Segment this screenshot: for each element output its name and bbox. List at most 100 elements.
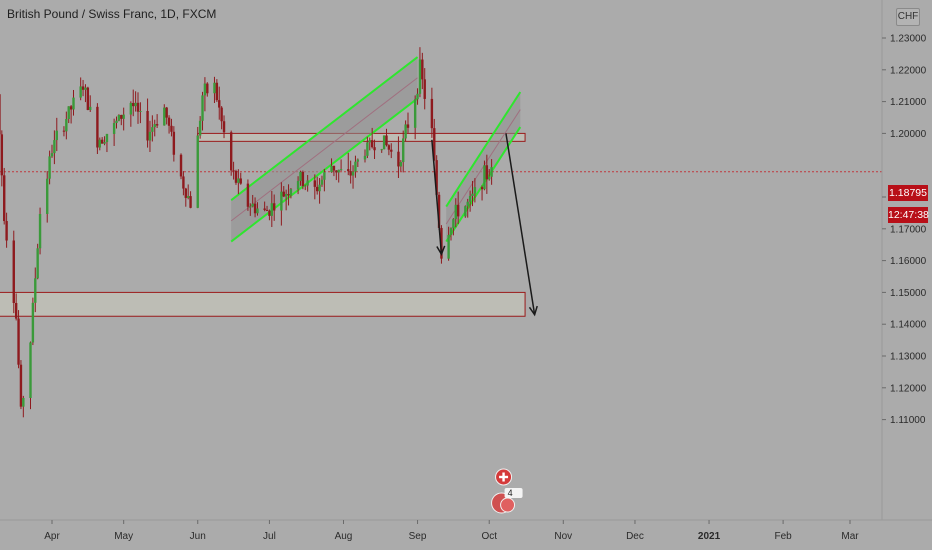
candle xyxy=(89,95,92,112)
candle-body xyxy=(151,127,154,132)
candle xyxy=(270,191,274,228)
candle xyxy=(34,267,37,313)
candle xyxy=(186,184,190,200)
candle xyxy=(287,184,290,206)
candle xyxy=(29,341,32,410)
candle-body xyxy=(337,169,340,173)
candle xyxy=(105,133,109,153)
candle-body xyxy=(165,107,168,118)
candle xyxy=(370,127,374,149)
candle xyxy=(253,197,257,218)
candle xyxy=(347,152,350,176)
candle-body xyxy=(370,140,374,148)
candle xyxy=(184,187,187,207)
candle xyxy=(368,137,371,151)
candle xyxy=(456,191,460,225)
candle-body xyxy=(112,123,116,134)
candle xyxy=(454,198,457,228)
candle xyxy=(50,144,54,158)
arrow-head xyxy=(436,245,446,256)
candle-body xyxy=(363,155,367,160)
candle-body xyxy=(323,172,326,180)
candle xyxy=(301,170,305,190)
candle-body xyxy=(229,132,233,171)
candle-body xyxy=(332,165,336,171)
arrow-shaft xyxy=(505,133,536,315)
candle-body xyxy=(399,162,403,167)
candle xyxy=(139,102,142,124)
current-price-tag: 1.18795 xyxy=(888,185,928,201)
candle xyxy=(38,207,42,255)
candle-body xyxy=(253,203,257,214)
projection-arrow-1 xyxy=(431,139,446,256)
candle-body xyxy=(62,130,66,132)
candle xyxy=(167,115,171,134)
candle-body xyxy=(96,106,99,148)
candle xyxy=(399,160,403,172)
candle xyxy=(239,172,242,185)
candle xyxy=(96,103,99,155)
candle-body xyxy=(313,180,317,187)
candle-body xyxy=(387,145,391,150)
candle-body xyxy=(466,201,469,207)
candle xyxy=(265,205,269,211)
candle-body xyxy=(5,221,8,241)
candle-body xyxy=(22,397,25,407)
candle-body xyxy=(172,131,176,155)
channel-upper-line xyxy=(445,91,522,208)
candle-body xyxy=(485,165,489,180)
candle xyxy=(306,174,309,192)
candle xyxy=(280,182,283,226)
candle xyxy=(213,76,216,103)
candle xyxy=(206,82,209,97)
candle-body xyxy=(129,102,133,115)
candle xyxy=(337,169,340,183)
candle-body xyxy=(215,82,219,101)
candle-body xyxy=(163,107,166,126)
candle xyxy=(86,86,90,111)
y-tick-label: 1.20000 xyxy=(890,129,927,140)
candle-body xyxy=(421,59,424,80)
candle xyxy=(182,171,185,196)
currency-button[interactable]: CHF xyxy=(896,8,920,26)
candle xyxy=(468,190,472,212)
candle-body xyxy=(100,139,104,144)
candle-body xyxy=(356,159,360,162)
candle xyxy=(203,77,207,112)
candle xyxy=(351,165,355,189)
candle-body xyxy=(179,154,183,177)
candle xyxy=(304,184,307,191)
candle xyxy=(100,137,104,144)
candle xyxy=(251,194,254,208)
candle xyxy=(249,203,252,216)
candle xyxy=(3,167,6,225)
candle-body xyxy=(72,97,75,110)
candle-body xyxy=(380,149,383,151)
x-tick-label: Nov xyxy=(554,531,572,542)
y-tick-label: 1.22000 xyxy=(890,65,927,76)
candle-body xyxy=(296,180,300,190)
candle-body xyxy=(19,364,23,407)
candle-body xyxy=(67,106,70,119)
candle xyxy=(222,115,226,139)
candle xyxy=(148,120,152,152)
candle-body xyxy=(105,133,109,143)
candle xyxy=(452,218,455,236)
candle-body xyxy=(347,169,350,172)
candle-body xyxy=(146,111,149,141)
event-circle-2 xyxy=(500,497,516,513)
candle xyxy=(490,159,493,185)
candle xyxy=(48,150,51,185)
swiss-flag-icon xyxy=(495,468,513,486)
candle xyxy=(151,115,154,142)
x-tick-label: Apr xyxy=(44,531,60,542)
y-tick-label: 1.14000 xyxy=(890,320,927,331)
candle-body xyxy=(468,195,472,202)
candle xyxy=(354,155,357,178)
candle-body xyxy=(48,156,51,179)
candle-body xyxy=(289,189,293,196)
candles xyxy=(0,47,493,418)
candle-body xyxy=(155,124,159,126)
